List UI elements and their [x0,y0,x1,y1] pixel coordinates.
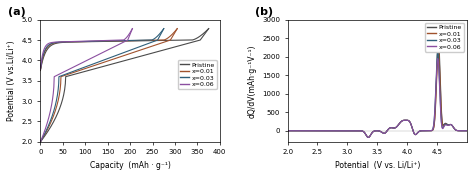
Pristine [464,130,470,132]
Pristine [459,130,465,132]
Pristine [206,28,211,30]
Text: (a): (a) [8,7,26,17]
x=0.06 [82,40,88,42]
Line: x=0.06: x=0.06 [40,29,132,69]
Y-axis label: Potential (V vs.Li/Li⁺): Potential (V vs.Li/Li⁺) [7,41,16,121]
x=0.01 [174,28,180,30]
x=0.01 [285,130,291,132]
Legend: Pristine, x=0.01, x=0.03, x=0.06: Pristine, x=0.01, x=0.03, x=0.06 [425,23,464,52]
Pristine [128,40,134,42]
Line: x=0.01: x=0.01 [40,29,177,70]
Pristine [175,39,181,41]
x=0.01 [367,135,373,137]
x=0.03 [104,40,110,42]
x=0.06 [128,32,133,34]
x=0.06 [459,130,465,132]
Line: Pristine: Pristine [288,38,467,137]
x=0.01 [372,130,378,132]
x=0.06 [426,130,432,132]
x=0.03 [96,40,102,42]
Pristine [137,40,143,42]
x=0.03 [464,130,470,132]
Pristine [37,70,43,72]
Line: Pristine: Pristine [40,29,209,71]
x=0.06 [92,40,98,42]
x=0.03 [285,130,291,132]
x=0.01 [171,32,177,34]
x=0.01 [459,130,465,132]
x=0.01 [150,39,155,41]
x=0.03 [426,130,432,132]
x=0.01 [119,40,125,42]
Pristine [459,130,465,132]
Line: x=0.01: x=0.01 [288,49,467,137]
Line: x=0.03: x=0.03 [288,51,467,137]
x=0.03 [365,136,371,138]
x=0.01 [464,130,470,132]
x=0.01 [426,130,432,132]
x=0.03 [459,130,465,132]
x=0.06 [435,58,440,60]
Pristine [436,37,441,39]
X-axis label: Capacity  (mAh · g⁻¹): Capacity (mAh · g⁻¹) [90,161,171,170]
Legend: Pristine, x=0.01, x=0.03, x=0.06: Pristine, x=0.01, x=0.03, x=0.06 [178,60,217,89]
x=0.06 [81,40,87,42]
x=0.06 [367,135,373,137]
Pristine [372,130,378,132]
x=0.03 [459,130,465,132]
x=0.01 [102,40,108,42]
x=0.03 [37,69,43,71]
X-axis label: Potential  (V vs. Li/Li⁺): Potential (V vs. Li/Li⁺) [335,161,420,170]
x=0.06 [285,130,291,132]
Pristine [285,130,291,132]
x=0.03 [367,135,373,137]
Pristine [118,40,124,42]
x=0.01 [294,130,300,132]
Text: (b): (b) [255,7,273,17]
x=0.03 [97,40,102,42]
x=0.06 [464,130,470,132]
x=0.03 [139,39,145,41]
Pristine [118,40,123,42]
x=0.03 [161,28,167,30]
x=0.06 [129,28,135,30]
x=0.01 [459,130,465,132]
x=0.01 [37,69,43,71]
x=0.06 [113,39,118,41]
x=0.03 [372,130,378,132]
Line: x=0.06: x=0.06 [288,59,467,137]
x=0.03 [294,130,300,132]
x=0.01 [436,48,441,50]
x=0.06 [372,130,378,132]
x=0.06 [87,40,93,42]
x=0.06 [365,136,371,138]
Pristine [365,136,371,138]
x=0.03 [435,50,440,52]
Pristine [367,135,373,137]
x=0.06 [37,68,43,70]
x=0.06 [294,130,300,132]
x=0.01 [111,40,117,42]
Pristine [294,130,300,132]
x=0.01 [103,40,109,42]
x=0.06 [459,130,465,132]
Line: x=0.03: x=0.03 [40,29,164,70]
Pristine [426,130,432,132]
Y-axis label: dQ/dV(mAh·g⁻¹V⁻¹): dQ/dV(mAh·g⁻¹V⁻¹) [247,44,256,118]
x=0.03 [158,32,164,34]
x=0.01 [365,136,371,138]
x=0.03 [111,40,117,42]
Pristine [202,32,208,34]
